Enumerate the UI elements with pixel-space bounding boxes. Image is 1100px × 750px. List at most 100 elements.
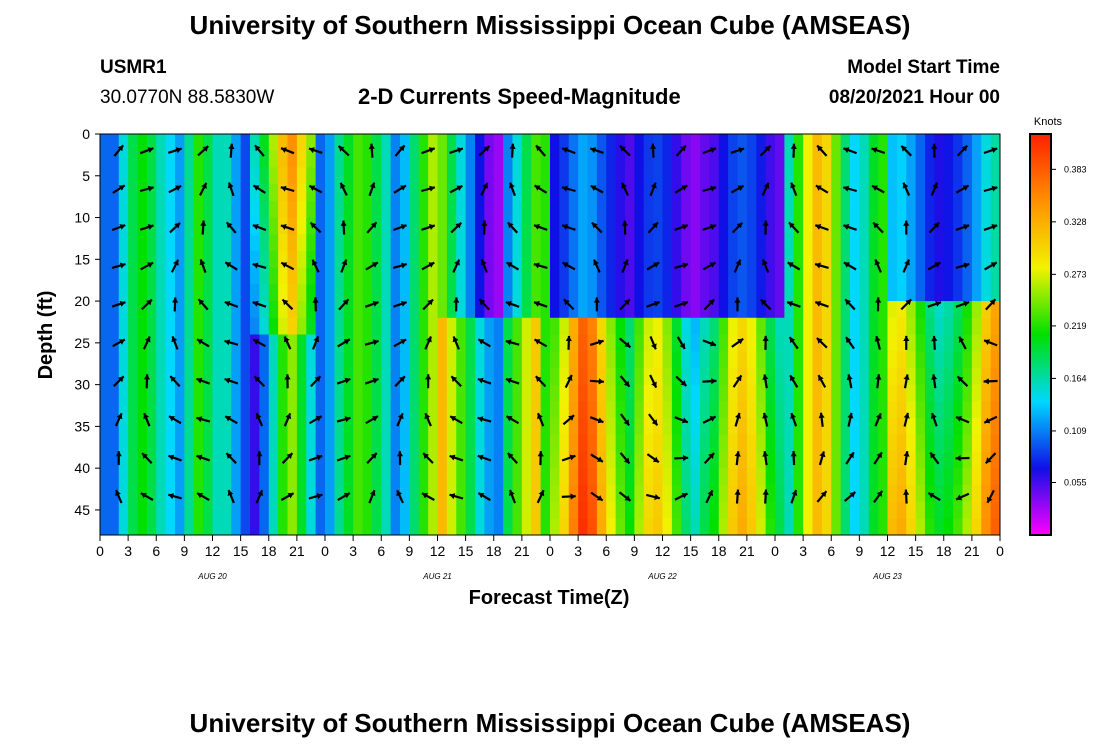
heat-cell [578,267,589,285]
heat-cell [165,267,176,285]
heat-cell [409,250,420,269]
heat-cell [878,418,889,436]
heat-cell [887,518,898,535]
heat-cell [428,334,439,352]
heat-cell [793,384,804,402]
heat-cell [718,134,729,152]
heat-cell [568,501,579,519]
heat-cell [353,501,364,519]
heat-cell [203,351,214,369]
heat-cell [962,134,973,152]
heat-cell [437,484,448,503]
current-arrow [590,453,604,463]
heat-cell [625,518,635,535]
heat-cell [212,501,223,519]
heat-cell [812,150,823,169]
current-arrow [816,144,828,157]
heat-cell [381,501,392,519]
heat-cell [578,384,589,402]
heat-cell [371,234,382,252]
heat-cell [268,284,279,302]
heat-cell [128,401,139,419]
heat-cell [568,384,579,402]
heat-cell [334,317,345,336]
heat-cell [925,150,935,169]
heat-cell [100,367,110,386]
heat-cell [718,484,729,503]
heat-cell [371,484,382,503]
heat-cell [381,267,392,285]
current-arrow [734,412,741,427]
current-arrow [647,221,659,234]
heat-cell [540,267,551,285]
heat-cell [878,250,889,269]
heat-cell [690,501,701,519]
heat-cell [634,484,645,503]
heat-cell [746,301,757,319]
heat-cell [831,284,842,302]
heat-cell [212,351,223,369]
heat-cell [184,384,195,402]
heat-cell [109,351,120,369]
current-arrow [450,221,463,234]
heat-cell [793,167,804,185]
heat-cell [371,501,382,519]
heat-cell [737,518,748,535]
current-arrow [591,221,603,234]
heat-cell [990,384,1000,402]
heat-cell [625,418,635,436]
current-arrow [224,339,239,346]
heat-cell [990,150,1000,169]
heat-cell [915,250,926,269]
heat-cell [821,367,832,386]
heat-cell [165,200,176,219]
heat-cell [118,484,129,503]
heat-cell [334,217,345,235]
heat-cell [859,134,870,152]
heat-cell [953,284,964,302]
heat-cell [587,367,598,386]
heat-cell [203,150,214,169]
heat-cell [765,234,776,252]
x-tick-label: 12 [430,543,446,559]
heat-cell [596,401,607,419]
heat-cell [306,217,317,235]
heat-cell [850,468,860,486]
heat-cell [859,150,870,169]
heat-cell [756,250,767,269]
heat-cell [343,351,354,369]
heat-cell [915,234,926,252]
heat-cell [681,367,692,386]
heat-cell [287,334,298,352]
heat-cell [296,334,307,352]
heat-cell [540,384,551,402]
x-tick-label: 15 [458,543,474,559]
heat-cell [231,284,242,302]
heat-cell [615,451,626,469]
heat-cell [184,334,195,352]
heat-cell [503,250,514,269]
heat-cell [334,234,345,252]
current-arrow [449,147,464,154]
heat-cell [812,418,823,436]
heat-cell [146,267,157,285]
heat-cell [728,434,739,453]
heat-cell [212,200,223,219]
heat-cell [512,167,523,185]
current-arrow [113,144,125,157]
heat-cell [578,217,589,235]
heat-cell [906,200,917,219]
heat-cell [568,184,579,202]
current-arrow [843,185,857,193]
heat-cell [840,317,851,336]
heat-cell [896,484,907,503]
heat-cell [521,367,532,386]
heat-cell [662,434,673,453]
heat-cell [859,217,870,235]
heat-cell [428,451,439,469]
heat-cell [737,451,748,469]
heat-cell [840,501,851,519]
heat-cell [850,401,860,419]
heat-cell [512,384,523,402]
heat-cell [550,200,560,219]
